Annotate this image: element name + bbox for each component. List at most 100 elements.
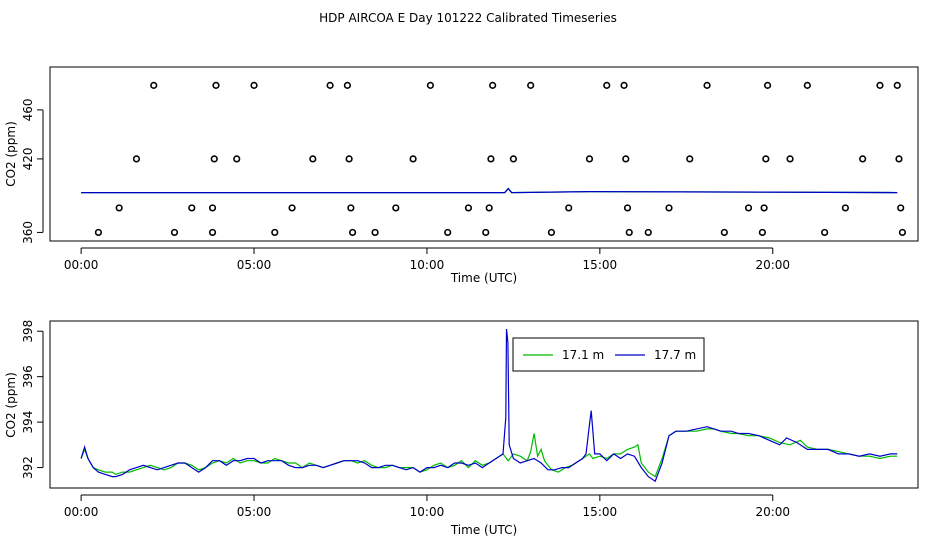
bottom-plot-frame <box>49 320 919 489</box>
scatter-point <box>527 81 535 89</box>
top-series-line-1 <box>81 187 898 194</box>
scatter-point <box>170 228 179 237</box>
top-series-lines <box>81 187 898 194</box>
scatter-point <box>210 155 218 163</box>
y-tick-label: 392 <box>21 456 35 479</box>
scatter-point <box>345 155 353 163</box>
scatter-point <box>485 204 493 212</box>
scatter-point <box>208 204 217 212</box>
scatter-point <box>744 204 753 212</box>
scatter-point <box>250 81 258 89</box>
scatter-point <box>150 81 158 89</box>
scatter-point <box>326 81 334 89</box>
top-plot-frame <box>49 66 919 242</box>
top-x-axis: 00:00 05:00 10:00 15:00 20:00 <box>64 247 790 272</box>
scatter-point <box>115 204 123 212</box>
y-tick-label: 420 <box>21 147 35 170</box>
x-tick-label: 00:00 <box>64 505 99 519</box>
scatter-point <box>464 204 473 212</box>
top-y-axis: 360 420 460 <box>21 98 44 244</box>
scatter-point <box>897 204 905 212</box>
scatter-point <box>212 81 220 89</box>
scatter-point <box>895 155 903 163</box>
bottom-x-axis: 00:00 05:00 10:00 15:00 20:00 <box>64 494 790 519</box>
x-tick-label: 05:00 <box>237 258 272 272</box>
scatter-point <box>603 81 611 89</box>
scatter-point <box>762 155 770 163</box>
bottom-y-axis-label: CO2 (ppm) <box>4 372 18 438</box>
scatter-point <box>347 204 355 212</box>
scatter-point <box>233 155 241 163</box>
scatter-point <box>188 204 196 212</box>
x-tick-label: 10:00 <box>410 505 445 519</box>
scatter-point <box>426 81 434 89</box>
legend-label-17-7-m: 17.7 m <box>654 348 696 362</box>
x-tick-label: 00:00 <box>64 258 99 272</box>
scatter-point <box>482 228 490 237</box>
scatter-point <box>665 204 673 212</box>
scatter-point <box>392 204 400 212</box>
y-tick-label: 394 <box>21 411 35 434</box>
top-scatter-points <box>94 81 907 237</box>
x-tick-label: 10:00 <box>410 258 445 272</box>
y-tick-label: 398 <box>21 320 35 343</box>
scatter-point <box>132 155 141 163</box>
scatter-point <box>703 81 711 89</box>
legend: 17.1 m 17.7 m <box>512 337 705 372</box>
figure-title: HDP AIRCOA E Day 101222 Calibrated Times… <box>319 11 617 25</box>
scatter-point <box>893 81 901 89</box>
legend-label-17-1-m: 17.1 m <box>562 348 604 362</box>
scatter-point <box>547 228 556 237</box>
top-panel: CO2 (ppm) Time (UTC) 00:00 05:00 10:00 15:0… <box>4 66 919 285</box>
top-x-axis-label: Time (UTC) <box>450 271 517 285</box>
scatter-point <box>444 228 452 237</box>
scatter-point <box>898 228 907 237</box>
scatter-point <box>686 155 694 163</box>
scatter-point <box>763 81 772 89</box>
scatter-point <box>803 81 811 89</box>
bottom-y-axis: 392 394 396 398 <box>21 320 44 479</box>
top-y-axis-label: CO2 (ppm) <box>4 121 18 187</box>
scatter-point <box>625 228 633 237</box>
scatter-point <box>876 81 884 89</box>
scatter-point <box>623 204 632 212</box>
scatter-point <box>94 228 103 237</box>
scatter-point <box>288 204 296 212</box>
scatter-point <box>585 155 594 163</box>
y-tick-label: 460 <box>21 98 35 121</box>
x-tick-label: 15:00 <box>583 505 618 519</box>
bottom-x-axis-label: Time (UTC) <box>450 523 517 537</box>
scatter-point <box>409 155 417 163</box>
scatter-point <box>859 155 867 163</box>
scatter-point <box>565 204 573 212</box>
scatter-point <box>343 81 352 89</box>
scatter-point <box>271 228 279 237</box>
series-line-1 <box>80 328 898 483</box>
y-tick-label: 360 <box>21 221 35 244</box>
bottom-series-lines <box>80 328 898 483</box>
scatter-point <box>622 155 630 163</box>
scatter-point <box>509 155 517 163</box>
scatter-point <box>348 228 357 237</box>
y-tick-label: 396 <box>21 365 35 388</box>
scatter-point <box>821 228 829 237</box>
scatter-point <box>760 204 768 212</box>
scatter-point <box>720 228 728 237</box>
x-tick-label: 20:00 <box>755 505 790 519</box>
series-line-0 <box>80 428 898 478</box>
scatter-point <box>620 81 628 89</box>
x-tick-label: 05:00 <box>237 505 272 519</box>
x-tick-label: 15:00 <box>583 258 618 272</box>
scatter-point <box>487 155 495 163</box>
x-tick-label: 20:00 <box>755 258 790 272</box>
scatter-point <box>371 228 379 237</box>
scatter-point <box>644 228 652 237</box>
scatter-point <box>786 155 794 163</box>
scatter-point <box>208 228 217 237</box>
scatter-point <box>489 81 497 89</box>
bottom-panel: CO2 (ppm) Time (UTC) 00:00 05:00 10:00 15:0… <box>4 320 919 537</box>
scatter-point <box>758 228 766 237</box>
scatter-point <box>309 155 317 163</box>
scatter-point <box>841 204 849 212</box>
